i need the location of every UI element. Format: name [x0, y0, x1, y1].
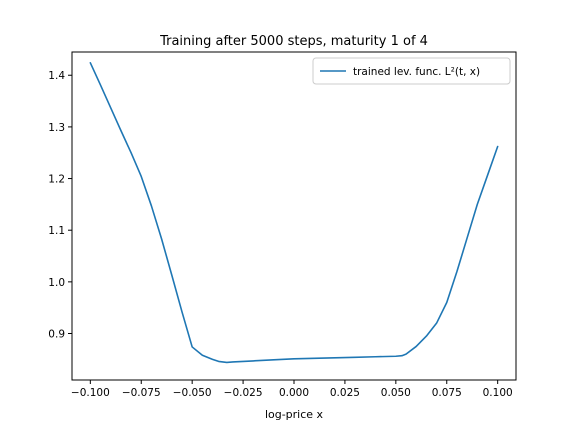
x-tick-label: 0.075 — [432, 387, 462, 399]
legend-label: trained lev. func. L²(t, x) — [353, 66, 480, 78]
x-tick-label: 0.000 — [279, 387, 309, 399]
x-tick-label: 0.050 — [381, 387, 411, 399]
x-tick-label: −0.025 — [224, 387, 263, 399]
legend: trained lev. func. L²(t, x) — [312, 57, 511, 85]
legend-box — [312, 57, 511, 85]
y-tick-label: 1.1 — [48, 225, 65, 237]
x-tick-label: −0.100 — [71, 387, 110, 399]
y-tick-label: 1.3 — [48, 122, 65, 134]
y-tick-label: 1.0 — [48, 277, 65, 289]
y-tick-label: 1.4 — [48, 70, 65, 82]
x-tick-label: −0.075 — [122, 387, 161, 399]
y-tick-label: 1.2 — [48, 174, 65, 186]
series-line — [89, 62, 499, 364]
chart-title: Training after 5000 steps, maturity 1 of… — [159, 34, 428, 49]
x-tick-label: 0.025 — [330, 387, 360, 399]
x-tick-label: 0.100 — [483, 387, 513, 399]
y-axis-ticks: 0.9 1.0 1.1 1.2 1.3 1.4 — [48, 70, 72, 341]
x-axis-ticks: −0.100 −0.075 −0.050 −0.025 0.000 0.025 0.050 0… — [71, 380, 513, 399]
y-tick-label: 0.9 — [48, 329, 65, 341]
x-tick-label: −0.050 — [173, 387, 212, 399]
x-axis-label: log-price x — [265, 408, 324, 421]
